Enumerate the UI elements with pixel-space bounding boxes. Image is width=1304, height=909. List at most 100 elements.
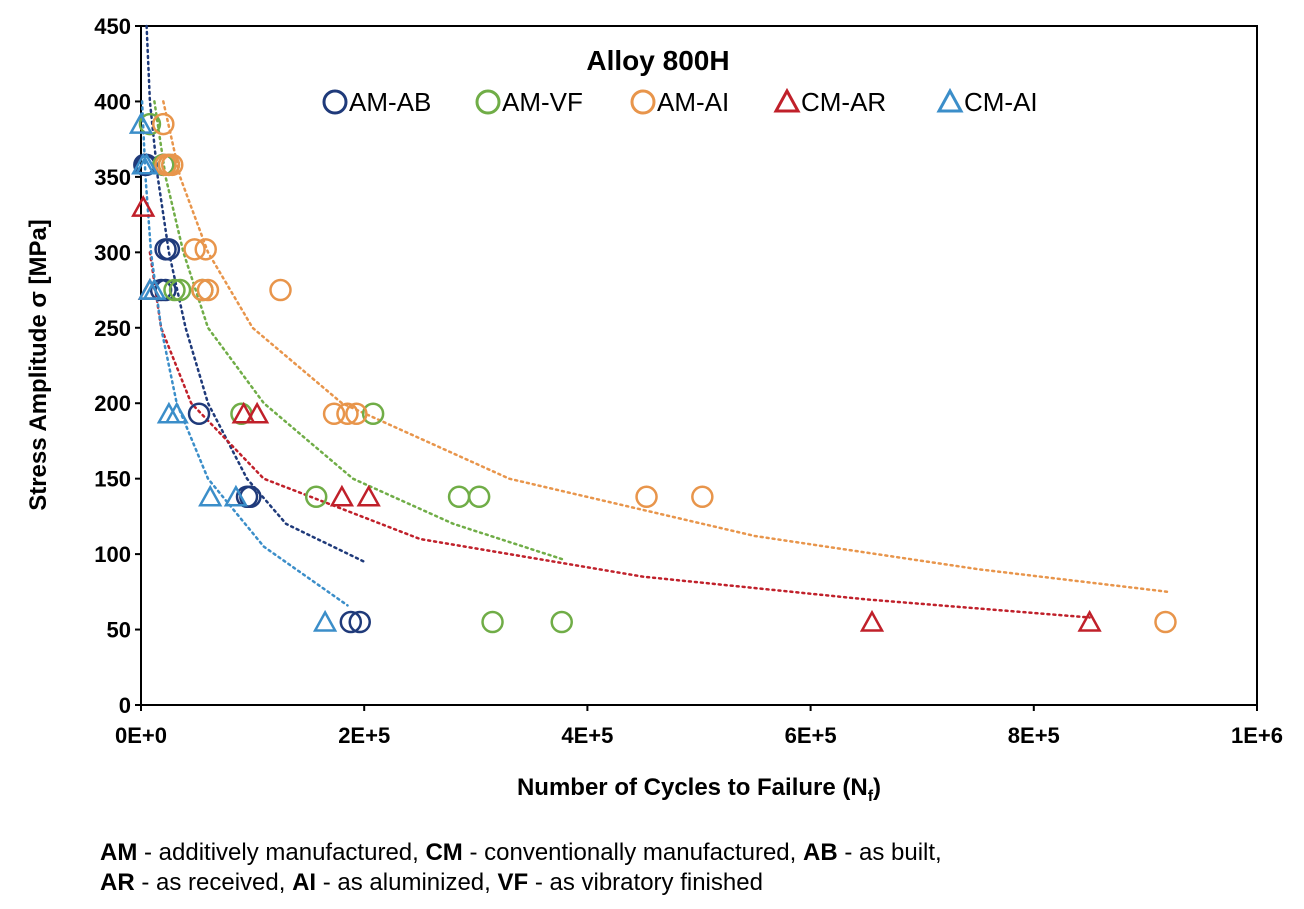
x-axis-ticks: 0E+0 2E+5 4E+5 6E+5 8E+5 1E+6 xyxy=(115,705,1283,748)
footnote-abbrev: AM xyxy=(100,839,138,866)
data-point-cm-ai xyxy=(312,609,338,632)
footnote-abbrev: VF xyxy=(497,869,529,896)
data-point-cm-ar xyxy=(1077,609,1102,632)
data-point-cm-ar xyxy=(231,401,256,424)
legend-item-cm-ar: CM-AR xyxy=(773,87,886,117)
footnote-abbrev: AI xyxy=(292,869,317,896)
y-tick-label: 0 xyxy=(119,693,131,718)
data-point-cm-ai xyxy=(198,484,223,507)
footnote-abbrev: AR xyxy=(100,869,135,896)
chart-title: Alloy 800H xyxy=(586,45,729,76)
footnote-definition: - as vibratory finished xyxy=(528,869,763,896)
data-point-cm-ar xyxy=(329,484,355,507)
y-tick-label: 150 xyxy=(94,467,131,492)
data-point-am-ab xyxy=(339,610,363,634)
trendline-cm-ai xyxy=(140,100,349,607)
y-tick-label: 250 xyxy=(94,316,131,341)
trendline-cm-ar xyxy=(148,251,1091,619)
y-tick-label: 450 xyxy=(94,14,131,39)
trendline-am-ai xyxy=(162,100,1169,594)
y-tick-label: 400 xyxy=(94,89,131,114)
chart: 0 50 100 150 200 250 300 350 400 450 0E+0 2E+5 4E+5… xyxy=(25,14,1283,805)
footnote-line-1: AM - additively manufactured, CM - conve… xyxy=(100,838,942,868)
legend-marker xyxy=(322,89,348,115)
x-axis-title-main: Number of Cycles to Failure (N xyxy=(517,774,868,801)
legend-marker xyxy=(475,89,501,115)
data-point-cm-ai xyxy=(223,484,249,507)
footnote-definition: - as built, xyxy=(837,839,942,866)
data-point-am-vf xyxy=(168,278,192,302)
data-points xyxy=(128,112,1177,634)
data-point-cm-ai xyxy=(164,401,189,424)
data-point-cm-ar xyxy=(859,609,885,632)
data-point-am-vf xyxy=(550,610,573,634)
legend-item-am-ab: AM-AB xyxy=(322,87,431,117)
footnote-definition: - as aluminized, xyxy=(316,869,498,896)
legend-item-cm-ai: CM-AI xyxy=(936,87,1038,117)
data-point-cm-ai xyxy=(134,152,159,175)
y-tick-label: 300 xyxy=(94,240,131,265)
y-axis-title: Stress Amplitude σ [MPa] xyxy=(25,219,52,511)
legend-label: AM-AB xyxy=(349,87,431,117)
legend-label: CM-AR xyxy=(801,87,886,117)
data-point-cm-ar xyxy=(244,401,270,424)
data-point-am-vf xyxy=(361,402,385,426)
y-tick-label: 50 xyxy=(107,618,131,643)
data-point-cm-ai xyxy=(128,112,154,134)
footnote: AM - additively manufactured, CM - conve… xyxy=(100,838,942,898)
legend-marker xyxy=(630,89,656,115)
data-point-am-vf xyxy=(304,485,328,509)
data-point-am-vf xyxy=(163,278,186,302)
legend-label: AM-AI xyxy=(657,87,729,117)
y-tick-label: 100 xyxy=(94,542,131,567)
footnote-abbrev: CM xyxy=(425,839,463,866)
footnote-line-2: AR - as received, AI - as aluminized, VF… xyxy=(100,868,942,898)
data-point-am-ai xyxy=(183,238,206,261)
data-point-am-ab xyxy=(187,402,211,426)
data-point-cm-ar xyxy=(356,484,381,507)
data-point-am-vf xyxy=(138,112,162,136)
data-point-am-ai xyxy=(152,112,175,136)
x-tick-label: 6E+5 xyxy=(785,723,837,748)
data-point-am-ai xyxy=(269,278,292,302)
data-point-am-ai xyxy=(160,153,184,177)
data-point-am-ab xyxy=(157,238,181,261)
data-point-am-ai xyxy=(345,402,368,426)
data-point-am-ai xyxy=(194,238,217,261)
legend-label: AM-VF xyxy=(502,87,583,117)
footnote-abbrev: AB xyxy=(802,839,838,866)
legend-item-am-vf: AM-VF xyxy=(475,87,583,117)
legend-item-am-ai: AM-AI xyxy=(630,87,729,117)
data-point-am-ai xyxy=(322,402,346,426)
legend: AM-AB AM-VF AM-AI CM-AR CM-AI xyxy=(322,87,1038,117)
data-point-am-ai xyxy=(191,278,214,302)
trendline-am-vf xyxy=(153,100,567,562)
x-tick-label: 8E+5 xyxy=(1008,723,1060,748)
plot-area xyxy=(140,25,1258,706)
x-tick-label: 2E+5 xyxy=(338,723,390,748)
x-tick-label: 0E+0 xyxy=(115,723,167,748)
legend-marker xyxy=(773,87,801,113)
y-tick-label: 350 xyxy=(94,165,131,190)
data-point-am-ai xyxy=(691,485,714,509)
legend-marker xyxy=(936,87,964,113)
data-point-cm-ai xyxy=(142,278,167,300)
y-tick-label: 200 xyxy=(94,391,131,416)
data-point-am-ai xyxy=(635,485,658,509)
legend-label: CM-AI xyxy=(964,87,1038,117)
footnote-definition: - conventionally manufactured, xyxy=(462,839,803,866)
data-point-am-ai xyxy=(196,278,220,302)
data-point-cm-ar xyxy=(131,195,156,217)
x-axis-title-end: ) xyxy=(873,774,881,801)
data-point-am-ab xyxy=(348,610,371,634)
y-axis-ticks: 0 50 100 150 200 250 300 350 400 450 xyxy=(94,14,141,718)
x-tick-label: 4E+5 xyxy=(561,723,613,748)
data-point-am-vf xyxy=(467,485,491,509)
data-point-am-ai xyxy=(336,402,359,426)
x-axis-title-subscript: f xyxy=(868,788,874,805)
data-point-am-ai xyxy=(1154,610,1177,634)
data-point-am-vf xyxy=(481,610,504,634)
footnote-definition: - as received, xyxy=(134,869,293,896)
x-axis-title: Number of Cycles to Failure (Nf) xyxy=(517,774,881,805)
x-tick-label: 1E+6 xyxy=(1231,723,1283,748)
